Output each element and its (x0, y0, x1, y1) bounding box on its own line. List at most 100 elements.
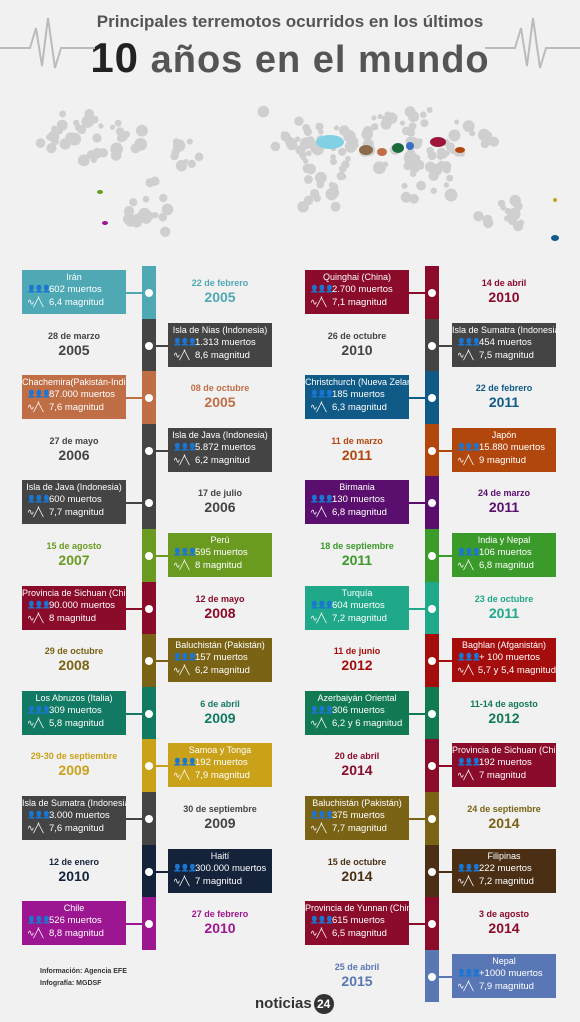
map-dot (137, 207, 151, 221)
ekg-left-icon (0, 17, 95, 69)
seismograph-icon: ∿╱╲ (310, 717, 326, 728)
seismograph-icon: ∿╱╲ (457, 454, 473, 465)
quake-place: Provincia de Sichuan (China) (452, 745, 556, 756)
quake-card: Provincia de Yunnan (China) 👤👤👤 615 muerto… (305, 901, 409, 946)
deaths-row: 👤👤👤 5.872 muertos (168, 441, 272, 454)
map-dot (110, 150, 122, 161)
deaths-text: 3.000 muertos (49, 810, 110, 821)
quake-card: Isla de Nias (Indonesia) 👤👤👤 1.313 muertos… (168, 322, 272, 367)
deaths-text: 600 muertos (49, 494, 102, 506)
map-dot (280, 131, 291, 142)
deaths-row: 👤👤👤 375 muertos (305, 809, 409, 822)
magnitude-text: 7 magnitud (195, 875, 243, 887)
quake-date: 08 de octubre 2005 (168, 383, 272, 410)
date-day: 6 de abril (200, 698, 240, 709)
timeline-dot (428, 657, 436, 666)
people-icon: 👤👤👤 (27, 286, 51, 293)
date-year: 2010 (58, 867, 90, 884)
quake-card: Los Abruzos (Italia) 👤👤👤 309 muertos ∿╱╲ 5,8… (22, 690, 126, 735)
map-dot (135, 124, 148, 137)
quake-date: 15 de agosto 2007 (22, 541, 126, 568)
deaths-row: 👤👤👤 300.000 muertos (168, 862, 272, 875)
quake-card: India y Nepal 👤👤👤 106 muertos ∿╱╲ 6,8 magnit… (452, 533, 556, 577)
deaths-row: 👤👤👤 600 muertos (22, 493, 126, 506)
connector-line (439, 344, 452, 347)
map-dot (430, 187, 437, 194)
quake-date: 20 de abril 2014 (305, 751, 409, 778)
magnitude-row: ∿╱╲ 5,7 y 5,4 magnitud (452, 664, 556, 677)
people-icon: 👤👤👤 (173, 338, 197, 346)
map-dot (56, 119, 68, 131)
map-dot (338, 147, 347, 156)
map-dot (98, 123, 104, 129)
date-day: 24 de marzo (477, 488, 531, 499)
magnitude-text: 8,6 magnitud (195, 349, 250, 361)
map-dot (377, 113, 383, 120)
date-year: 2014 (488, 815, 520, 831)
quake-date: 30 de septiembre 2009 (168, 804, 272, 831)
magnitude-row: ∿╱╲ 6,3 magnitud (305, 401, 409, 414)
map-dot (454, 119, 460, 125)
magnitude-text: 7,9 magnitud (195, 770, 250, 782)
map-dot (297, 201, 309, 213)
map-dot (483, 217, 494, 229)
date-year: 2011 (488, 604, 520, 621)
map-dot (418, 164, 424, 170)
quake-card: Haití 👤👤👤 300.000 muertos ∿╱╲ 7 magnitud (168, 848, 272, 893)
date-day: 29-30 de septiembre (30, 751, 118, 762)
quake-date: 11-14 de agosto 2012 (452, 699, 556, 726)
seismograph-icon: ∿╱╲ (457, 875, 473, 886)
timeline-dot (145, 762, 153, 771)
magnitude-text: 8 magnitud (49, 612, 97, 624)
deaths-text: 185 muertos (332, 389, 385, 401)
connector-line (439, 870, 452, 873)
date-day: 3 de agosto (478, 909, 529, 920)
magnitude-row: ∿╱╲ 7,9 magnitud (452, 980, 556, 993)
quake-date: 27 de febrero 2010 (168, 909, 272, 936)
quake-card: Chachemira(Pakistán-India) 👤👤👤 87.000 muer… (22, 375, 126, 420)
quake-card: Perú 👤👤👤 595 muertos ∿╱╲ 8 magnitud (168, 533, 272, 577)
quake-place: Baghlan (Afganistán) (461, 640, 547, 651)
quake-place: Isla de Sumatra (Indonesia) (452, 324, 556, 335)
timeline-dot (145, 815, 153, 823)
connector-line (409, 397, 425, 400)
deaths-row: 👤👤👤 87.000 muertos (22, 388, 126, 401)
people-icon: 👤👤👤 (457, 759, 481, 767)
map-dot (186, 138, 193, 145)
timeline-dot (428, 972, 436, 981)
connector-line (409, 607, 425, 610)
date-day: 27 de mayo (49, 435, 99, 446)
people-icon: 👤👤👤 (310, 286, 334, 293)
map-dot (92, 147, 103, 159)
date-day: 24 de septiembre (467, 804, 541, 814)
deaths-text: +1000 muertos (479, 967, 543, 979)
map-dot (446, 174, 454, 182)
map-dot (442, 165, 451, 174)
deaths-row: 👤👤👤 2.700 muertos (305, 283, 409, 296)
quake-card: Isla de Sumatra (Indonesia) 👤👤👤 3.000 muer… (22, 796, 126, 840)
date-year: 2014 (341, 762, 373, 779)
people-icon: 👤👤👤 (173, 654, 197, 662)
connector-line (156, 660, 168, 663)
quake-card: Quinghai (China) 👤👤👤 2.700 muertos ∿╱╲ 7,1 m… (305, 270, 409, 314)
timeline-dot (145, 499, 153, 508)
deaths-text: 90.000 muertos (49, 599, 116, 611)
quake-card: Isla de Sumatra (Indonesia) 👤👤👤 454 muerto… (452, 322, 556, 367)
magnitude-text: 5,8 magnitud (49, 717, 104, 729)
world-map (35, 105, 559, 241)
people-icon: 👤👤👤 (173, 443, 197, 451)
map-dot (65, 132, 77, 144)
date-day: 18 de septiembre (320, 541, 394, 551)
map-dot (132, 145, 140, 153)
timeline-dot (428, 867, 436, 876)
quake-date: 18 de septiembre 2011 (305, 541, 409, 568)
map-dot (114, 119, 122, 127)
map-dot (194, 152, 204, 162)
deaths-row: 👤👤👤 454 muertos (452, 336, 556, 349)
magnitude-text: 7,2 magnitud (332, 612, 387, 624)
quake-card: Christchurch (Nueva Zelanda)👤👤👤185 muert… (305, 375, 409, 420)
seismograph-icon: ∿╱╲ (27, 717, 43, 728)
quake-date: 12 de enero 2010 (22, 857, 126, 884)
map-dot (408, 122, 417, 131)
timeline-dot (145, 920, 153, 929)
